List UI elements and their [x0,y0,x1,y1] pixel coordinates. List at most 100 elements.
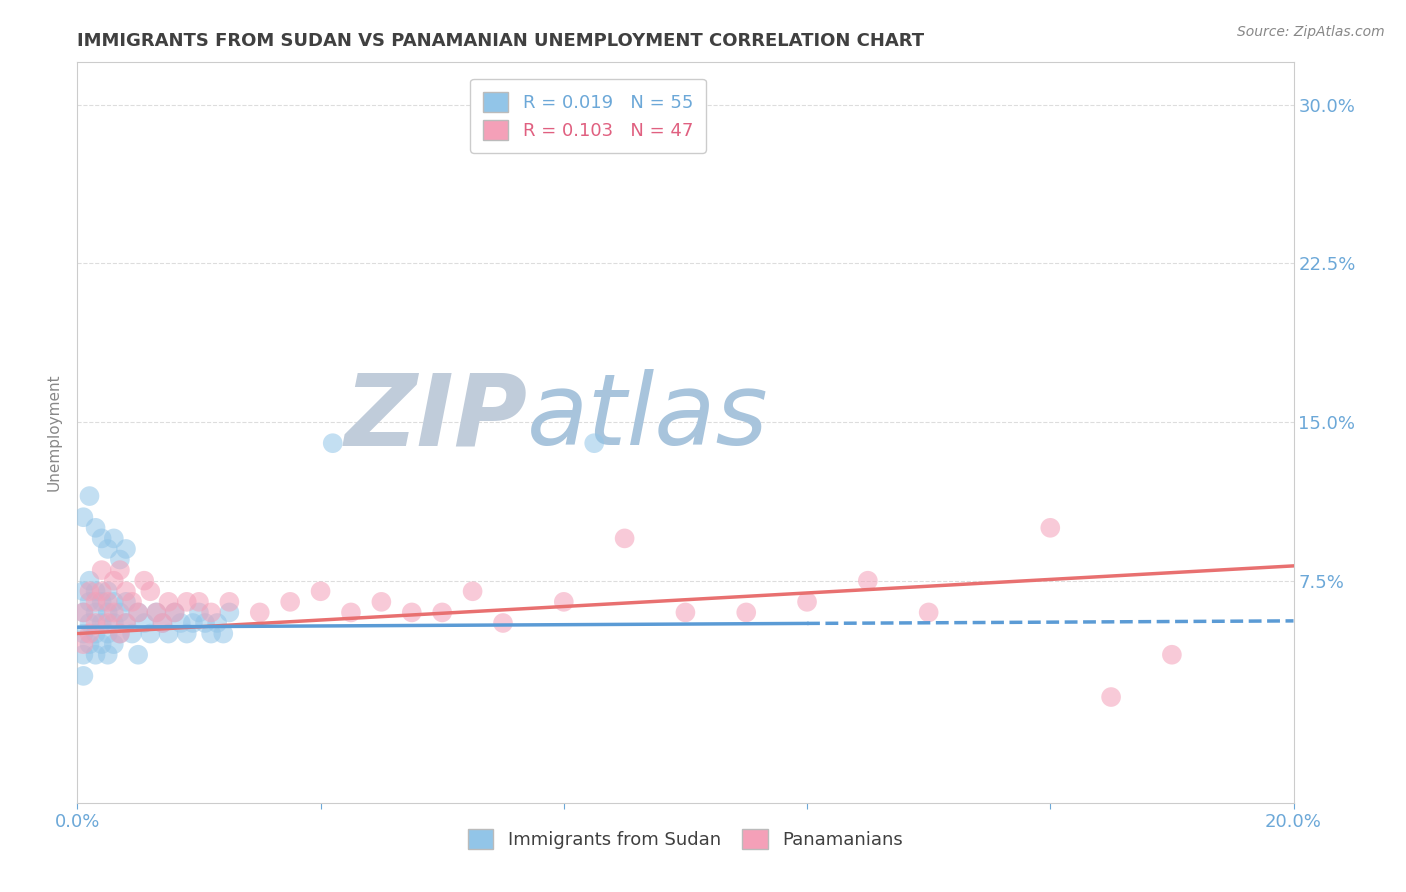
Point [139,584,162,599]
Point [97,606,120,620]
Point [79,595,101,609]
Point [675,606,697,620]
Point [212,626,235,640]
Point [218,595,240,609]
Point [79,574,101,588]
Point [188,595,211,609]
Point [84,595,107,609]
Point [90,637,112,651]
Point [796,595,818,609]
Point [79,637,101,651]
Point [108,563,131,577]
Point [79,615,101,630]
Point [90,615,112,630]
Point [84,615,107,630]
Point [121,595,143,609]
Point [735,606,758,620]
Point [97,595,120,609]
Point [103,606,125,620]
Point [79,489,101,503]
Point [72,637,94,651]
Point [340,606,363,620]
Text: Source: ZipAtlas.com: Source: ZipAtlas.com [1237,25,1385,39]
Point [90,532,112,546]
Point [97,584,120,599]
Point [205,615,228,630]
Point [108,606,131,620]
Point [127,606,149,620]
Point [157,595,180,609]
Point [401,606,423,620]
Point [72,648,94,662]
Point [97,615,120,630]
Point [84,584,107,599]
Point [145,606,167,620]
Point [90,563,112,577]
Point [170,615,193,630]
Point [134,574,156,588]
Point [72,606,94,620]
Point [188,606,211,620]
Point [97,626,120,640]
Point [157,626,180,640]
Point [72,584,94,599]
Point [103,595,125,609]
Point [134,615,156,630]
Point [553,595,575,609]
Point [108,626,131,640]
Point [1099,690,1122,704]
Point [108,626,131,640]
Point [176,626,198,640]
Point [278,595,301,609]
Point [200,606,222,620]
Point [127,648,149,662]
Point [84,606,107,620]
Point [72,510,94,524]
Point [72,606,94,620]
Y-axis label: Unemployment: Unemployment [46,374,62,491]
Point [90,584,112,599]
Point [127,606,149,620]
Point [115,615,138,630]
Legend: Immigrants from Sudan, Panamanians: Immigrants from Sudan, Panamanians [461,822,910,856]
Point [139,626,162,640]
Point [322,436,344,450]
Point [152,615,174,630]
Point [115,595,138,609]
Text: atlas: atlas [527,369,769,467]
Point [181,615,204,630]
Point [200,626,222,640]
Point [194,615,217,630]
Point [163,606,186,620]
Point [103,532,125,546]
Point [115,541,138,556]
Point [79,626,101,640]
Point [309,584,332,599]
Point [492,615,515,630]
Point [72,669,94,683]
Point [856,574,879,588]
Point [115,584,138,599]
Point [90,595,112,609]
Point [152,615,174,630]
Point [613,532,636,546]
Point [84,626,107,640]
Point [430,606,453,620]
Point [218,606,240,620]
Point [103,615,125,630]
Point [249,606,271,620]
Point [145,606,167,620]
Point [918,606,941,620]
Point [108,552,131,566]
Point [163,606,186,620]
Point [72,626,94,640]
Point [97,541,120,556]
Point [370,595,392,609]
Point [1039,521,1062,535]
Point [461,584,484,599]
Text: ZIP: ZIP [344,369,527,467]
Point [176,595,198,609]
Point [84,521,107,535]
Point [103,574,125,588]
Point [121,626,143,640]
